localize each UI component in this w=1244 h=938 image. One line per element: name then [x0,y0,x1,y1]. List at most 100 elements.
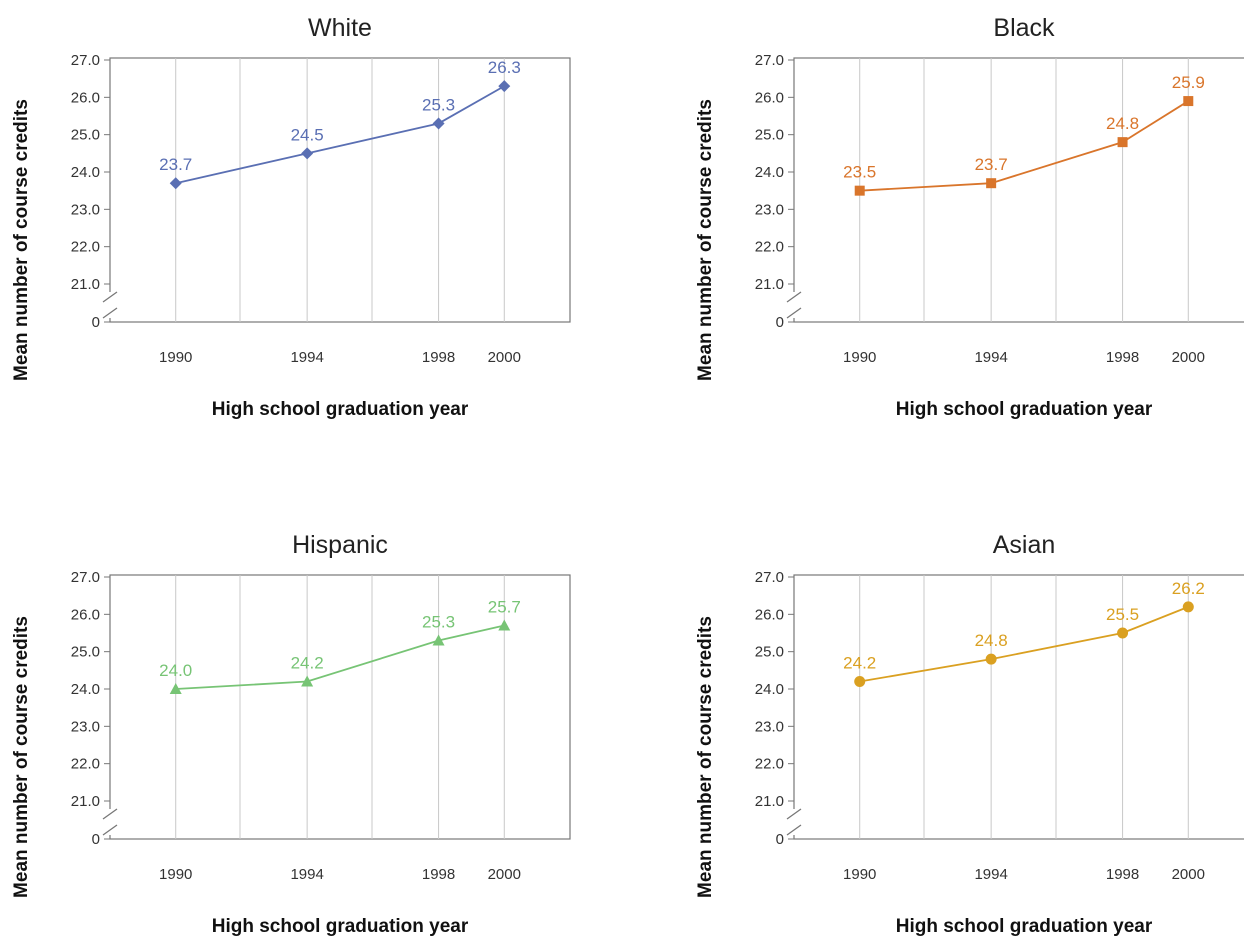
y-axis-title: Mean number of course credits [695,616,716,898]
data-label: 24.2 [291,654,324,673]
axis-break-mask [102,809,118,835]
axis-break-mark [786,291,802,303]
y-tick-label: 0 [92,314,100,331]
x-tick-label: 1990 [843,349,876,366]
data-point-marker [1117,137,1128,148]
y-tick-label: 25.0 [755,644,784,661]
chart-panel: White 27.0 26.0 25.0 24.0 23.0 22.0 21.0 0 1990 19… [11,14,571,420]
y-tick-label: 26.0 [71,606,100,623]
y-axis-title: Mean number of course credits [695,99,716,381]
plot-frame [109,57,571,323]
axis-break-mark [786,808,802,820]
series-line [859,100,1189,192]
x-tick-label: 1990 [159,866,192,883]
y-tick-label: 22.0 [71,756,100,773]
data-label: 24.8 [1106,114,1139,133]
chart-title: Hispanic [292,531,388,559]
y-tick-label: 24.0 [755,681,784,698]
y-tick-label: 22.0 [755,239,784,256]
data-label: 25.3 [422,95,455,114]
y-tick-label: 23.0 [755,718,784,735]
data-label: 24.8 [975,631,1008,650]
axis-break-mark [102,291,118,303]
x-tick-label: 2000 [1172,866,1205,883]
y-tick-label: 23.0 [71,718,100,735]
data-label: 23.5 [843,163,876,182]
chart-title: Asian [993,531,1056,559]
y-tick-label: 21.0 [755,276,784,293]
y-tick-label: 26.0 [71,89,100,106]
y-tick-label: 21.0 [71,276,100,293]
series-line [859,606,1189,683]
chart-panel: Asian 27.0 26.0 25.0 24.0 23.0 22.0 21.0 0 1990 19… [695,531,1244,937]
x-axis-title: High school graduation year [212,399,469,420]
x-tick-label: 1998 [422,866,455,883]
x-axis-title: High school graduation year [212,916,469,937]
data-label: 25.5 [1106,605,1139,624]
y-tick-label: 26.0 [755,89,784,106]
x-axis-title: High school graduation year [896,399,1153,420]
axis-break-mask [786,809,802,835]
data-label: 26.3 [488,58,521,77]
axis-break-mark [102,824,118,836]
x-tick-label: 1994 [290,866,323,883]
x-tick-label: 2000 [488,866,521,883]
y-tick-label: 0 [776,831,784,848]
data-point-marker [432,634,445,646]
x-tick-label: 1990 [843,866,876,883]
axis-break-mask [786,292,802,318]
y-tick-label: 25.0 [71,127,100,144]
data-point-marker [986,178,997,189]
data-point-marker [498,80,511,93]
axis-break-mask [102,292,118,318]
y-tick-label: 24.0 [71,681,100,698]
data-point-marker [1117,627,1129,639]
series-line [175,85,505,185]
axis-break-mark [102,307,118,319]
data-point-marker [1182,601,1194,613]
data-label: 24.0 [159,661,192,680]
y-tick-label: 25.0 [71,644,100,661]
y-tick-label: 24.0 [71,164,100,181]
y-tick-label: 27.0 [71,569,100,586]
y-tick-label: 25.0 [755,127,784,144]
y-tick-label: 27.0 [755,52,784,69]
y-tick-label: 24.0 [755,164,784,181]
y-tick-label: 23.0 [71,201,100,218]
data-label: 24.5 [291,125,324,144]
chart-title: Black [993,14,1055,42]
data-label: 23.7 [159,155,192,174]
y-tick-label: 23.0 [755,201,784,218]
y-tick-label: 22.0 [71,239,100,256]
y-tick-label: 26.0 [755,606,784,623]
y-tick-label: 0 [776,314,784,331]
data-label: 25.3 [422,612,455,631]
data-point-marker [498,619,511,631]
data-point-marker [854,185,865,196]
data-point-marker [169,683,182,694]
y-tick-label: 22.0 [755,756,784,773]
x-tick-label: 2000 [488,349,521,366]
data-label: 24.2 [843,654,876,673]
data-point-marker [1183,96,1194,107]
y-tick-label: 27.0 [71,52,100,69]
plot-frame [109,574,571,840]
x-tick-label: 1994 [974,866,1007,883]
x-tick-label: 1998 [1106,866,1139,883]
x-tick-label: 1990 [159,349,192,366]
x-axis-title: High school graduation year [896,916,1153,937]
x-tick-label: 2000 [1172,349,1205,366]
data-label: 25.7 [488,598,521,617]
data-label: 25.9 [1172,73,1205,92]
plot-frame [793,57,1244,323]
axis-break-mark [786,307,802,319]
y-tick-label: 0 [92,831,100,848]
chart-panel: Black 27.0 26.0 25.0 24.0 23.0 22.0 21.0 0 1990 19… [695,14,1244,420]
data-point-marker [301,147,314,160]
x-tick-label: 1998 [422,349,455,366]
x-tick-label: 1998 [1106,349,1139,366]
data-point-marker [301,675,314,687]
chart-title: White [308,14,372,42]
chart-panel: Hispanic 27.0 26.0 25.0 24.0 23.0 22.0 21.0 0 199… [11,531,571,937]
